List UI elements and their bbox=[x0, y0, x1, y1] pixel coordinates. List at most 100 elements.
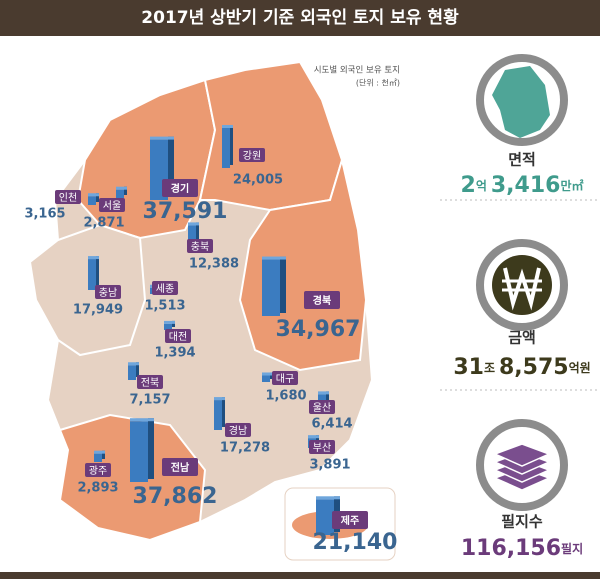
summary-value-part: 2 bbox=[461, 173, 476, 198]
bar-side bbox=[168, 136, 174, 197]
summary-value: 2억 3,416만㎡ bbox=[461, 173, 584, 198]
summary-label: 금액 bbox=[508, 329, 536, 347]
region-name: 강원 bbox=[243, 150, 261, 162]
bar-side bbox=[270, 372, 273, 379]
summary-value-part: 필지 bbox=[561, 541, 583, 556]
region-name: 경북 bbox=[313, 294, 331, 307]
bar-side bbox=[172, 320, 175, 327]
summary-label: 면적 bbox=[508, 151, 536, 169]
region-name: 울산 bbox=[313, 402, 331, 414]
bar bbox=[88, 196, 96, 205]
region-name: 대구 bbox=[276, 373, 294, 385]
bar-top bbox=[128, 362, 139, 366]
bar-side bbox=[96, 256, 99, 287]
title-bar bbox=[0, 0, 600, 36]
region-name: 충남 bbox=[99, 287, 117, 299]
bar bbox=[188, 225, 196, 248]
bar-top bbox=[188, 222, 199, 226]
region-label-box bbox=[99, 198, 125, 212]
region-value: 1,680 bbox=[265, 389, 306, 404]
bar-side bbox=[222, 397, 225, 427]
bar-side bbox=[148, 418, 154, 479]
region-label-box bbox=[332, 511, 368, 529]
region-label-box bbox=[162, 179, 198, 197]
bar bbox=[94, 453, 102, 462]
region-value: 37,591 bbox=[143, 199, 228, 224]
region-name: 충북 bbox=[191, 241, 209, 253]
region-name: 서울 bbox=[103, 200, 121, 212]
region-label-box bbox=[55, 190, 81, 204]
region-value: 17,278 bbox=[220, 441, 270, 456]
region-name: 제주 bbox=[341, 514, 359, 527]
region-value: 7,157 bbox=[129, 393, 170, 408]
bar-side bbox=[102, 450, 105, 459]
bar-top bbox=[88, 256, 99, 260]
bottom-bar bbox=[0, 572, 600, 579]
bar bbox=[262, 259, 280, 316]
bar-top bbox=[94, 450, 105, 454]
bar-top bbox=[214, 397, 225, 401]
bar-top bbox=[316, 496, 340, 500]
summary-label: 필지수 bbox=[501, 513, 543, 531]
region-label-box bbox=[239, 148, 265, 162]
parcel-layers bbox=[493, 443, 551, 491]
bar bbox=[128, 365, 136, 380]
region-value: 2,893 bbox=[77, 481, 118, 496]
region-label-box bbox=[95, 285, 121, 299]
region-label-box bbox=[309, 440, 335, 454]
region-value: 3,891 bbox=[309, 458, 350, 473]
region-value: 34,967 bbox=[276, 317, 361, 342]
region-value: 2,871 bbox=[83, 216, 124, 231]
bar-top bbox=[222, 124, 233, 128]
region-value: 37,862 bbox=[133, 484, 218, 509]
bar bbox=[316, 499, 334, 535]
bar-top bbox=[308, 435, 319, 439]
summary-value-part: 3,416 bbox=[491, 173, 561, 198]
region-label-box bbox=[272, 371, 298, 385]
bar-top bbox=[318, 391, 329, 395]
summary-value: 31조 8,575억원 bbox=[453, 355, 590, 380]
summary-value-part: 억 bbox=[476, 179, 487, 193]
bar-side bbox=[136, 362, 139, 377]
region-label-box bbox=[309, 400, 335, 414]
bar-top bbox=[164, 320, 175, 324]
bar-side bbox=[326, 391, 329, 405]
region-value: 3,165 bbox=[24, 207, 65, 222]
summary-value-part: 116,156 bbox=[461, 536, 561, 561]
bar-top bbox=[262, 372, 273, 376]
region-label-box bbox=[225, 423, 251, 437]
summary-value: 116,156필지 bbox=[461, 536, 583, 561]
region-value: 1,513 bbox=[144, 299, 185, 314]
bar bbox=[214, 400, 222, 430]
area-icon-map bbox=[492, 66, 550, 138]
summary-value-part: 억원 bbox=[569, 361, 591, 375]
bar-side bbox=[196, 222, 199, 245]
region-value: 12,388 bbox=[189, 257, 239, 272]
region-label-box bbox=[187, 239, 213, 253]
bar bbox=[222, 127, 230, 168]
title: 2017년 상반기 기준 외국인 토지 보유 현황 bbox=[141, 8, 459, 28]
bar-top bbox=[262, 256, 286, 260]
region-value: 6,414 bbox=[311, 417, 352, 432]
region-name: 경기 bbox=[171, 182, 189, 195]
region-value: 24,005 bbox=[233, 173, 283, 188]
money-icon-coin bbox=[492, 255, 552, 315]
bar-side bbox=[96, 193, 99, 202]
bar-top bbox=[116, 186, 127, 190]
bar bbox=[130, 421, 148, 482]
bar bbox=[164, 323, 172, 330]
bar bbox=[262, 375, 270, 382]
chungnam-area bbox=[28, 223, 147, 357]
region-value: 1,394 bbox=[154, 346, 195, 361]
bar-top bbox=[88, 193, 99, 197]
bar-side bbox=[230, 124, 233, 165]
region-name: 인천 bbox=[59, 192, 77, 204]
region-label-box bbox=[85, 463, 111, 477]
region-label-box bbox=[152, 281, 178, 295]
summary-value-part: 8,575 bbox=[499, 355, 569, 380]
region-label-box bbox=[304, 291, 340, 309]
region-name: 광주 bbox=[89, 465, 107, 477]
bar bbox=[88, 259, 96, 290]
summary-value-part: 31 bbox=[453, 355, 484, 380]
